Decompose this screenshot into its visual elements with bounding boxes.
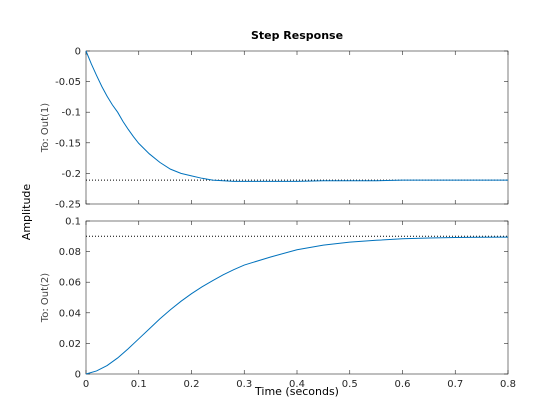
plot-area-bottom [85, 220, 509, 375]
y-tick-label: 0 [75, 370, 81, 381]
x-tick-label: 0.4 [289, 379, 305, 390]
y-tick-label: 0.1 [65, 217, 81, 228]
x-tick-label: 0.8 [500, 379, 516, 390]
y-tick-label: 0.02 [59, 339, 81, 350]
x-tick-label: 0.6 [395, 379, 411, 390]
subplot-bottom: 0 0.02 0.04 0.06 0.08 0.1 0 0.1 0.2 0.3 0.4 0.5 0.6 0… [40, 217, 516, 391]
x-axis-label: Time (seconds) [254, 385, 339, 398]
x-tick-label: 0.3 [236, 379, 252, 390]
x-tick-label: 0.1 [131, 379, 147, 390]
subplot-top: -0.25 -0.2 -0.15 -0.1 -0.05 0 To: Out(1) [40, 47, 509, 211]
x-tick-label: 0 [83, 379, 89, 390]
y-tick-label: -0.05 [55, 77, 81, 88]
chart-title: Step Response [251, 29, 343, 42]
response-line-top [85, 50, 508, 182]
y-tick-label: -0.15 [55, 138, 81, 149]
response-line-bottom [85, 236, 509, 375]
y-tick-label: -0.1 [61, 108, 81, 119]
y-tick-label: 0.04 [59, 308, 81, 319]
y-tick-label: 0 [75, 47, 81, 58]
y-tick-label: 0.06 [59, 278, 81, 289]
x-tick-label: 0.2 [184, 379, 200, 390]
y-tick-label: -0.2 [61, 169, 81, 180]
y-tick-label: 0.08 [59, 247, 81, 258]
x-tick-label: 0.7 [447, 379, 463, 390]
x-tick-label: 0.5 [342, 379, 358, 390]
output-label-bottom: To: Out(2) [40, 273, 51, 323]
y-axis-label: Amplitude [20, 184, 33, 241]
y-tick-label: -0.25 [55, 200, 81, 211]
output-label-top: To: Out(1) [40, 103, 51, 153]
plot-area-top [85, 50, 509, 205]
